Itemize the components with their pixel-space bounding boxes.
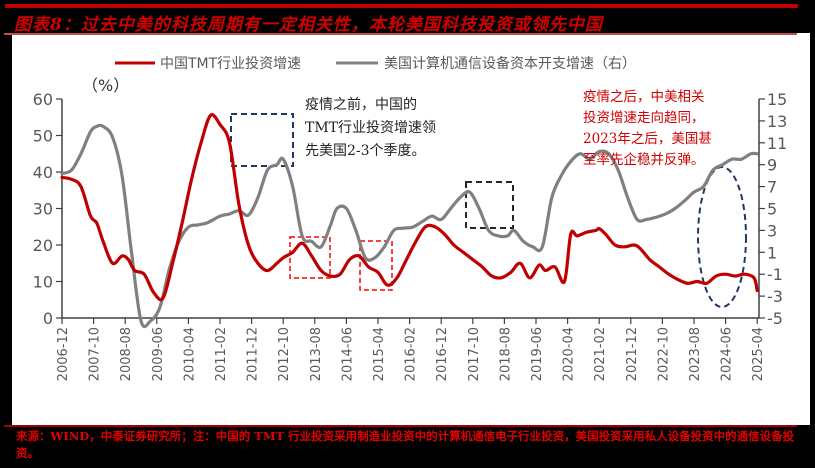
red-dashed-box-2: [359, 240, 393, 291]
legend: 中国TMT行业投资增速 美国计算机通信设备资本开支增速（右）: [115, 55, 636, 72]
x-tick-label: 2007-10: [88, 327, 103, 381]
x-tick-label: 2010-04: [182, 327, 197, 381]
right-tick-label: 7: [767, 178, 777, 197]
right-tick-label: -5: [767, 309, 783, 328]
left-tick-label: 0: [43, 309, 53, 328]
x-tick-label: 2012-10: [277, 327, 292, 381]
annotation-after-covid: 疫情之后，中美相关 投资增速走向趋同， 2023年之后，美国甚 至率先企稳并反弹…: [583, 89, 712, 168]
right-tick-label: 1: [767, 243, 777, 262]
panel-top-divider: [4, 33, 797, 35]
panel-bottom-divider: [4, 425, 797, 427]
unit-label: （%）: [82, 76, 129, 95]
x-tick-label: 2021-02: [593, 327, 608, 381]
annotation-line: TMT行业投资增速领: [305, 120, 436, 136]
chart-title: 图表8：过去中美的科技周期有一定相关性，本轮美国科技投资或领先中国: [14, 15, 603, 35]
x-tick-label: 2023-08: [688, 327, 703, 381]
annotation-boxes: [230, 113, 747, 308]
x-tick-label: 2015-04: [372, 327, 387, 381]
navy-dashed-box: [230, 113, 294, 167]
right-tick-label: -1: [767, 265, 783, 284]
annotation-line: 疫情之前，中国的: [305, 96, 417, 113]
x-tick-label: 2014-06: [340, 327, 355, 381]
legend-label-us: 美国计算机通信设备资本开支增速（右）: [384, 55, 636, 72]
right-tick-label: 11: [767, 134, 787, 153]
source-note: 来源：WIND，中泰证券研究所；注：中国的 TMT 行业投资采用制造业投资中的计…: [16, 429, 795, 460]
legend-label-china: 中国TMT行业投资增速: [160, 56, 301, 72]
left-tick-label: 20: [33, 236, 53, 255]
annotation-line: 至率先企稳并反弹。: [583, 151, 705, 168]
right-tick-label: 15: [767, 90, 787, 109]
left-tick-label: 10: [33, 273, 53, 292]
right-tick-label: 13: [767, 112, 787, 131]
x-tick-label: 2008-08: [119, 327, 134, 381]
left-tick-label: 60: [33, 90, 53, 109]
annotation-line: 疫情之后，中美相关: [583, 89, 705, 105]
x-tick-label: 2019-06: [530, 327, 545, 381]
x-tick-label: 2021-12: [625, 327, 640, 381]
x-tick-label: 2024-06: [720, 327, 735, 381]
x-tick-label: 2011-12: [246, 327, 261, 381]
china-tmt-line: [60, 113, 759, 302]
top-rule: [5, 4, 798, 8]
x-tick-label: 2016-02: [404, 327, 419, 381]
x-tick-label: 2009-06: [151, 327, 166, 381]
x-tick-label: 2020-04: [562, 327, 577, 381]
x-tick-label: 2013-08: [309, 327, 324, 381]
annotation-line: 投资增速走向趋同，: [583, 110, 705, 126]
red-dashed-box-1: [289, 236, 331, 279]
x-tick-label: 2025-04: [751, 327, 766, 381]
right-tick-label: 9: [767, 156, 777, 175]
navy-dashed-ellipse: [697, 166, 747, 308]
x-tick-label: 2016-12: [435, 327, 450, 381]
left-tick-label: 50: [33, 127, 53, 146]
x-tick-label: 2011-02: [214, 327, 229, 381]
right-tick-label: -3: [767, 287, 783, 306]
right-tick-label: 3: [767, 221, 777, 240]
black-dashed-box: [465, 181, 514, 229]
right-tick-label: 5: [767, 200, 777, 219]
annotation-line: 2023年之后，美国甚: [583, 131, 712, 147]
x-tick-label: 2017-10: [467, 327, 482, 381]
annotation-before-covid: 疫情之前，中国的 TMT行业投资增速领 先美国2-3个季度。: [305, 96, 436, 159]
x-tick-label: 2018-08: [498, 327, 513, 381]
annotation-line: 先美国2-3个季度。: [305, 143, 426, 159]
left-tick-label: 30: [33, 200, 53, 219]
x-tick-label: 2022-10: [656, 327, 671, 381]
left-tick-label: 40: [33, 163, 53, 182]
x-tick-label: 2006-12: [56, 327, 71, 381]
